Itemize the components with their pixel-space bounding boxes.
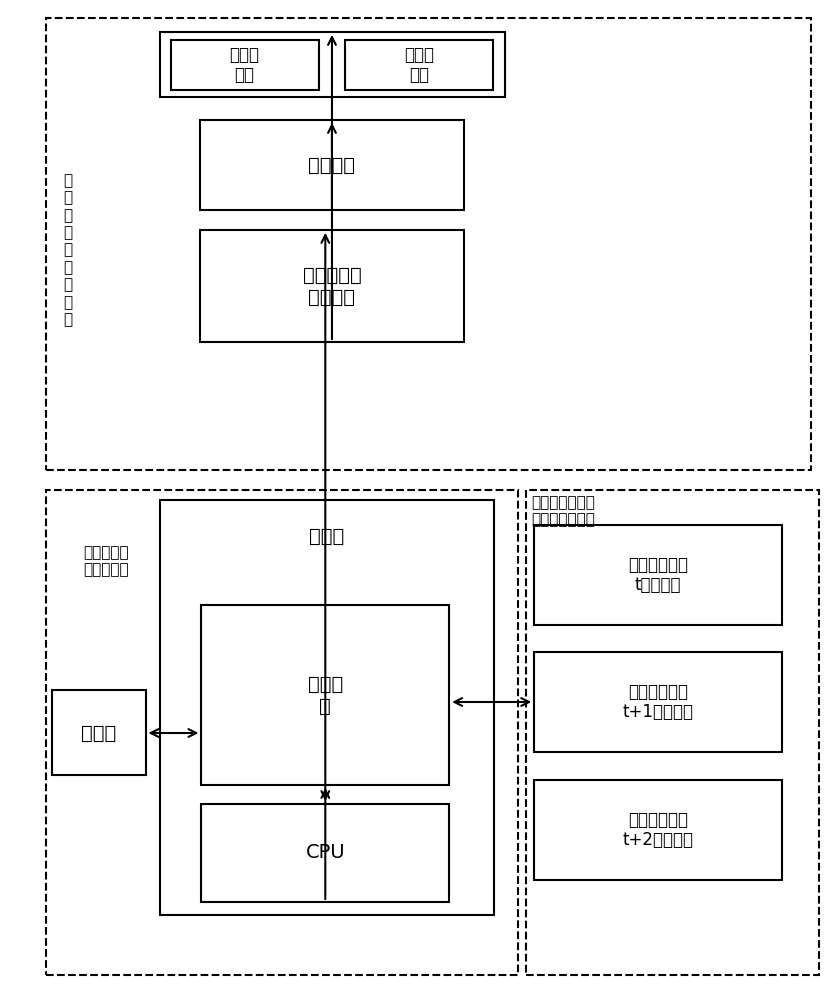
Bar (201, 605, 449, 785)
Text: 掘
进
机
机
身
位
姿
解
算: 掘 进 机 机 身 位 姿 解 算 (64, 173, 72, 327)
Text: 三个连续时间目
标棱镜坐标测量: 三个连续时间目 标棱镜坐标测量 (531, 495, 595, 527)
Bar (46, 18, 811, 470)
Bar (345, 40, 493, 90)
Text: CPU: CPU (305, 844, 345, 862)
Bar (171, 40, 319, 90)
Bar (526, 490, 819, 975)
Bar (160, 32, 505, 97)
Text: 位姿解算: 位姿解算 (309, 155, 355, 174)
Text: 测量目标棱镜
t时刻坐标: 测量目标棱镜 t时刻坐标 (628, 556, 688, 594)
Bar (534, 525, 782, 625)
Bar (534, 780, 782, 880)
Bar (160, 500, 494, 915)
Bar (200, 120, 464, 210)
Bar (200, 230, 464, 342)
Bar (201, 804, 449, 902)
Text: 全站仪: 全站仪 (310, 527, 344, 546)
Text: 测量目标棱镜
t+1时刻坐标: 测量目标棱镜 t+1时刻坐标 (622, 683, 694, 721)
Bar (534, 652, 782, 752)
Text: 后视点: 后视点 (82, 724, 116, 742)
Text: 建立全站仪
测量坐标系: 建立全站仪 测量坐标系 (83, 545, 129, 577)
Bar (46, 490, 518, 975)
Text: 误差补
偿: 误差补 偿 (308, 674, 343, 716)
Text: 测量目标棱镜
t+2时刻坐标: 测量目标棱镜 t+2时刻坐标 (622, 811, 694, 849)
Text: 掘进机
位置: 掘进机 位置 (230, 46, 260, 84)
Text: 掘进机
姿态: 掘进机 姿态 (404, 46, 434, 84)
Text: 各个时刻棱
镜坐标点: 各个时刻棱 镜坐标点 (303, 265, 361, 306)
Bar (52, 690, 146, 775)
